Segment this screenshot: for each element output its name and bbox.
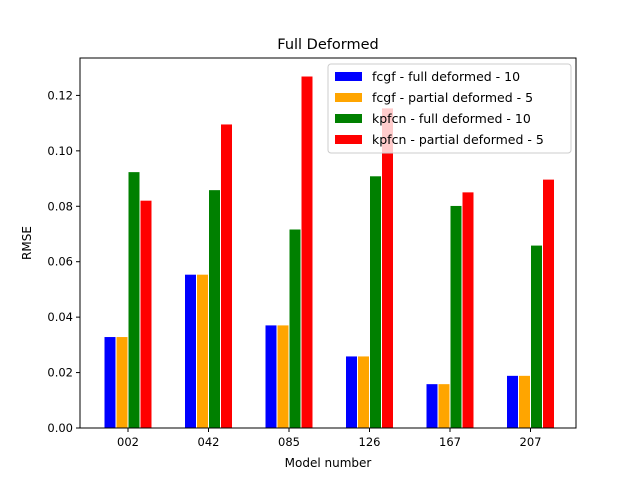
x-tick-label: 126 (359, 435, 381, 449)
bar (449, 204, 463, 429)
bar (530, 244, 543, 429)
legend-swatch (335, 135, 362, 144)
legend-swatch (335, 72, 362, 81)
y-tick-label: 0.06 (47, 255, 73, 269)
legend-label: kpfcn - full deformed - 10 (372, 111, 531, 126)
bar (264, 324, 278, 429)
bar (115, 336, 129, 429)
y-tick-label: 0.08 (47, 199, 73, 213)
y-axis-label: RMSE (20, 226, 34, 260)
y-tick-label: 0.12 (47, 88, 73, 102)
chart-title: Full Deformed (277, 37, 378, 53)
x-tick-label: 085 (278, 435, 300, 449)
y-axis: 0.00 0.02 0.04 0.06 0.08 0.10 0.12 (47, 88, 80, 435)
bar (127, 171, 141, 429)
legend-box (327, 63, 572, 154)
bar (425, 383, 439, 429)
legend-label: kpfcn - partial deformed - 5 (372, 132, 544, 147)
bar (139, 199, 153, 429)
bar (461, 191, 475, 429)
y-tick-label: 0.00 (47, 421, 73, 435)
y-tick-label: 0.04 (47, 310, 73, 324)
x-axis-label: Model number (285, 456, 372, 470)
bar (518, 374, 531, 429)
bar (184, 273, 197, 429)
bar (300, 75, 314, 429)
bar (276, 324, 290, 429)
legend-swatch (335, 114, 362, 123)
bar (220, 123, 233, 429)
bar (542, 178, 555, 429)
bar (381, 107, 394, 429)
legend: fcgf - full deformed - 10 fcgf - partial … (327, 63, 572, 154)
y-tick-label: 0.02 (47, 366, 73, 380)
bar (437, 383, 451, 429)
bar (288, 228, 302, 429)
legend-label: fcgf - partial deformed - 5 (372, 90, 533, 105)
bar (208, 189, 221, 429)
y-tick-label: 0.10 (47, 144, 73, 158)
bar (506, 374, 519, 429)
x-tick-label: 042 (198, 435, 220, 449)
x-axis: 002 042 085 126 167 207 (117, 428, 541, 449)
bar (103, 336, 117, 429)
plot-frame (79, 57, 577, 429)
x-tick-label: 207 (520, 435, 542, 449)
bar (345, 355, 358, 429)
bar (357, 355, 370, 429)
bar (369, 175, 382, 429)
x-tick-label: 167 (439, 435, 461, 449)
legend-label: fcgf - full deformed - 10 (372, 69, 520, 84)
legend-swatch (335, 93, 362, 102)
x-tick-label: 002 (117, 435, 139, 449)
bar (196, 273, 209, 429)
